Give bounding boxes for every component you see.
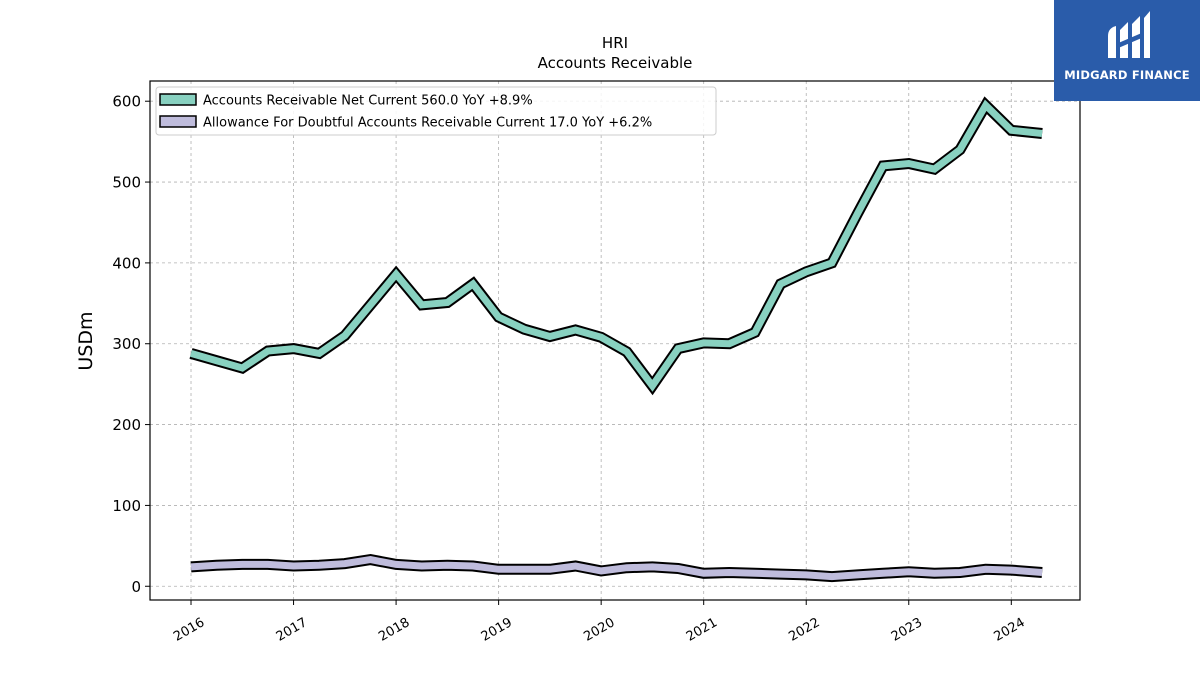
midgard-logo-icon — [1108, 11, 1150, 58]
x-tick-label: 2019 — [479, 615, 515, 645]
legend-label-allowance: Allowance For Doubtful Accounts Receivab… — [203, 116, 652, 131]
chart-subtitle: Accounts Receivable — [538, 54, 693, 72]
brand-name: MIDGARD FINANCE — [1064, 68, 1190, 82]
y-tick-label: 600 — [112, 93, 141, 111]
x-tick-label: 2022 — [786, 615, 822, 645]
legend-label-accounts-receivable: Accounts Receivable Net Current 560.0 Yo… — [203, 94, 533, 109]
brand-logo: MIDGARD FINANCE — [1054, 0, 1200, 101]
y-tick-label: 0 — [131, 578, 141, 596]
y-tick-label: 100 — [112, 497, 141, 515]
y-axis: 0 100 200 300 400 500 600 — [112, 93, 150, 596]
y-tick-label: 200 — [112, 416, 141, 434]
x-tick-label: 2016 — [171, 615, 207, 645]
series-line — [190, 556, 1043, 581]
legend-swatch-allowance — [159, 115, 197, 128]
y-tick-label: 300 — [112, 335, 141, 353]
x-tick-label: 2023 — [889, 615, 925, 645]
chart-title: HRI — [602, 34, 628, 52]
x-tick-label: 2017 — [274, 615, 310, 645]
x-tick-label: 2024 — [991, 615, 1027, 645]
legend-swatch-accounts-receivable — [159, 93, 197, 106]
series-line — [190, 99, 1043, 392]
series-lines — [189, 96, 1043, 583]
legend: Accounts Receivable Net Current 560.0 Yo… — [155, 86, 717, 136]
series-0 — [189, 96, 1043, 396]
y-tick-label: 400 — [112, 254, 141, 272]
legend-frame — [155, 86, 717, 136]
series-1 — [190, 554, 1043, 583]
x-axis: 2016 2017 2018 2019 2020 2021 2022 2023 2024 — [171, 600, 1028, 645]
y-axis-label: USDm — [75, 311, 97, 370]
x-tick-label: 2020 — [581, 615, 617, 645]
y-tick-label: 500 — [112, 174, 141, 192]
x-tick-label: 2021 — [684, 615, 720, 645]
x-tick-label: 2018 — [376, 615, 412, 645]
plot-frame — [149, 80, 1081, 601]
